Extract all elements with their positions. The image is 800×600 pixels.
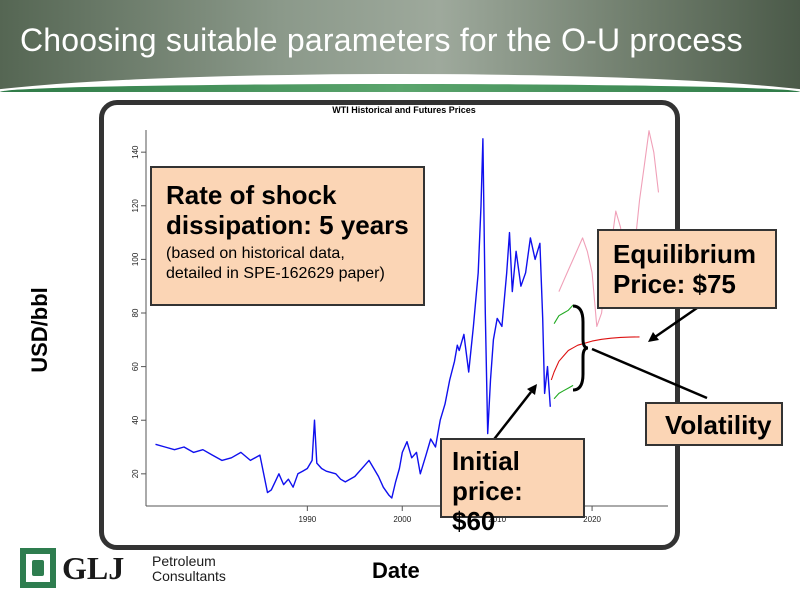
slide-title: Choosing suitable parameters for the O-U…: [20, 22, 743, 58]
glj-logo-icon: [20, 548, 56, 588]
y-tick-label: 40: [131, 415, 140, 424]
arrow-from-equilibrium: [654, 306, 698, 339]
y-tick-label: 100: [131, 252, 140, 266]
series-line-4: [553, 384, 574, 400]
arrow-head-initial: [527, 384, 537, 395]
logo-sub-line1: Petroleum: [152, 553, 216, 569]
callout-shock-line4: detailed in SPE-162629 paper): [166, 265, 385, 282]
callout-shock-dissipation: Rate of shock dissipation: 5 years (base…: [150, 166, 425, 306]
arrow-layer: [487, 304, 708, 448]
glj-logo: GLJ Petroleum Consultants: [20, 548, 260, 592]
y-axis-label: USD/bbl: [27, 287, 52, 373]
x-axis-label: Date: [372, 558, 420, 583]
chart-title: WTI Historical and Futures Prices: [332, 105, 476, 115]
arrow-head-equilibrium: [648, 332, 659, 342]
logo-sub-text: Petroleum Consultants: [152, 554, 226, 584]
callout-equilibrium-line1: Equilibrium: [613, 239, 756, 269]
callout-volatility: Volatility: [645, 402, 783, 446]
y-tick-label: 120: [131, 199, 140, 213]
header-green-stripe: [0, 84, 800, 92]
x-tick-label: 2000: [393, 515, 411, 524]
callout-equilibrium-line2: Price: $75: [613, 269, 736, 299]
y-tick-label: 60: [131, 362, 140, 371]
callout-initial-price: Initial price: $60: [440, 438, 585, 536]
arrow-to-volatility: [591, 347, 708, 400]
x-tick-label: 1990: [298, 515, 316, 524]
y-tick-label: 80: [131, 308, 140, 317]
volatility-bracket: [572, 304, 589, 392]
callout-initial-line2: price: $60: [452, 476, 523, 536]
callout-shock-line3: (based on historical data,: [166, 245, 345, 262]
x-tick-label: 2010: [488, 515, 506, 524]
callout-equilibrium: Equilibrium Price: $75: [597, 229, 777, 309]
callout-initial-line1: Initial: [452, 446, 520, 476]
callout-shock-line2: dissipation: 5 years: [166, 210, 409, 240]
series-line-2: [550, 336, 640, 381]
callout-volatility-line1: Volatility: [665, 410, 772, 440]
series-line-1: [155, 138, 551, 499]
logo-sub-line2: Consultants: [152, 568, 226, 584]
y-tick-label: 140: [131, 145, 140, 159]
series-line-3: [553, 304, 574, 324]
logo-main-text: GLJ: [62, 550, 125, 586]
callout-shock-line1: Rate of shock: [166, 180, 337, 210]
slide-header: Choosing suitable parameters for the O-U…: [0, 0, 800, 96]
y-tick-label: 20: [131, 469, 140, 478]
arrow-from-initial: [487, 391, 532, 448]
x-tick-label: 2020: [583, 515, 601, 524]
